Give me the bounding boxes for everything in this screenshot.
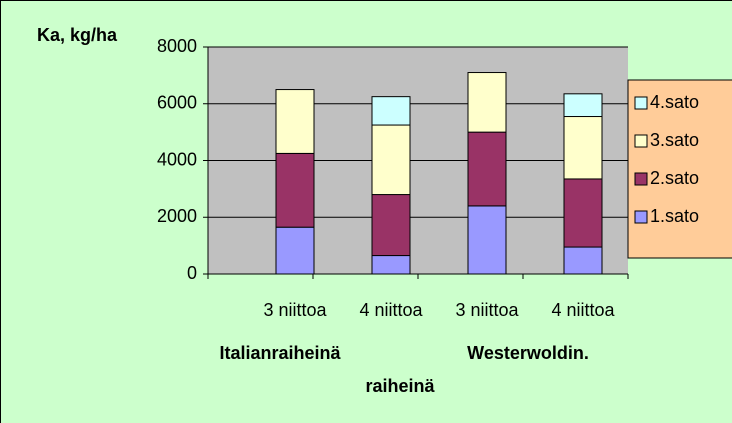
x-tick-label: 4 niittoa: [359, 300, 423, 320]
y-tick-label: 0: [187, 263, 197, 283]
x-tick-label: 3 niittoa: [263, 300, 327, 320]
legend-swatch: [634, 134, 648, 148]
legend-label: 4.sato: [650, 92, 699, 112]
y-axis-title: Ka, kg/ha: [37, 25, 118, 45]
bar-segment: [275, 152, 315, 228]
bar-segment: [467, 131, 507, 207]
legend-swatch: [634, 210, 648, 224]
bar-segment: [563, 116, 603, 180]
legend-swatch: [634, 96, 648, 110]
bar-segment: [563, 178, 603, 248]
bar-segment: [467, 72, 507, 133]
legend: [627, 79, 732, 259]
legend-label: 2.sato: [650, 168, 699, 188]
bar-segment: [563, 246, 603, 275]
y-tick-label: 2000: [157, 206, 197, 226]
group-label: raiheinä: [365, 376, 435, 396]
y-tick-label: 8000: [157, 36, 197, 56]
bar-segment: [467, 205, 507, 275]
legend-label: 3.sato: [650, 130, 699, 150]
bar-segment: [371, 194, 411, 257]
bar-segment: [275, 89, 315, 154]
legend-label: 1.sato: [650, 206, 699, 226]
legend-swatch: [634, 172, 648, 186]
bar-segment: [371, 255, 411, 275]
bar-segment: [371, 124, 411, 196]
group-label: Westerwoldin.: [467, 343, 589, 363]
bar-segment: [275, 226, 315, 275]
y-tick-label: 4000: [157, 149, 197, 169]
group-label: Italianraiheinä: [219, 343, 341, 363]
x-tick-label: 4 niittoa: [551, 300, 615, 320]
bar-segment: [371, 96, 411, 126]
x-tick-label: 3 niittoa: [455, 300, 519, 320]
y-tick-label: 6000: [157, 93, 197, 113]
bar-segment: [563, 93, 603, 118]
